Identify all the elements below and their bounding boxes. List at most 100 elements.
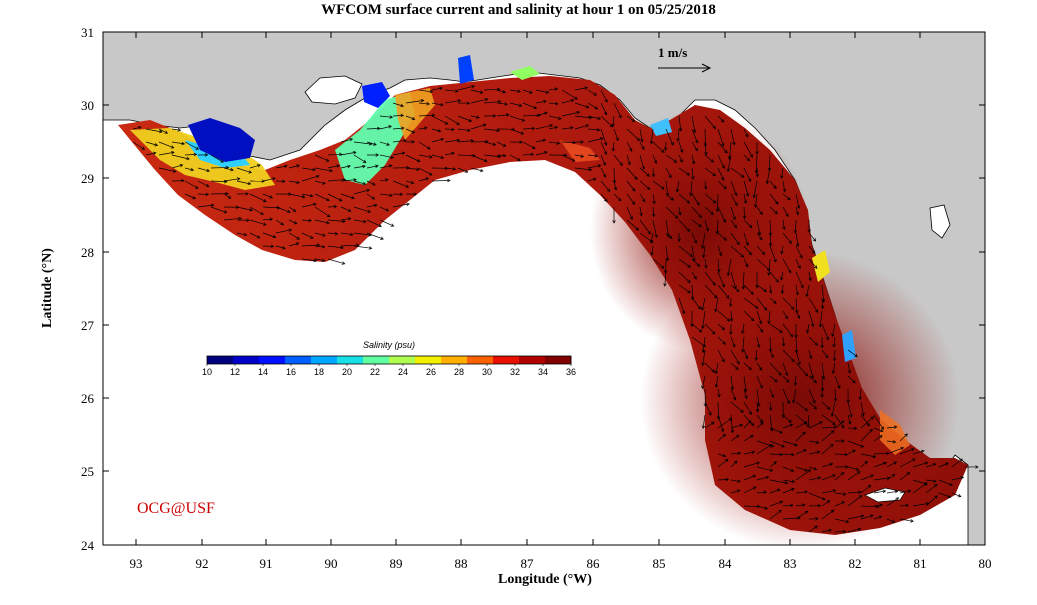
current-vector <box>743 297 759 309</box>
lake-borgne <box>362 82 390 108</box>
current-vector <box>496 153 507 158</box>
current-vector <box>756 466 774 472</box>
current-vector <box>496 113 510 117</box>
current-vector <box>730 388 737 401</box>
current-vector <box>236 167 253 174</box>
current-vector <box>249 193 267 203</box>
current-vector <box>873 427 884 433</box>
x-tick-label: 93 <box>130 556 143 571</box>
credit-label: OCG@USF <box>137 500 215 517</box>
current-vector <box>717 458 729 468</box>
current-vector <box>457 115 473 122</box>
current-vector <box>651 206 656 218</box>
current-vector <box>756 475 770 481</box>
current-vector <box>677 232 681 242</box>
current-vector <box>392 102 405 108</box>
current-vector <box>899 458 916 468</box>
current-vector <box>768 401 773 411</box>
current-vector <box>729 323 733 336</box>
current-vector <box>340 151 357 156</box>
current-vector <box>743 154 751 162</box>
current-vector <box>808 349 813 360</box>
current-vector <box>249 219 267 226</box>
current-vector <box>171 128 182 132</box>
current-vector <box>405 128 416 134</box>
current-vector <box>820 388 824 398</box>
current-vector <box>756 310 763 325</box>
current-vector <box>782 310 788 320</box>
current-vector <box>821 462 834 468</box>
current-vector <box>701 375 706 390</box>
current-vector <box>795 449 807 455</box>
current-vector <box>691 219 702 228</box>
current-vector <box>821 443 834 455</box>
current-vector <box>418 154 433 159</box>
current-vector <box>756 444 773 455</box>
current-vector <box>820 297 825 310</box>
current-vector <box>327 245 344 250</box>
current-vector <box>314 219 330 225</box>
colorbar-segment <box>519 356 546 364</box>
current-vector <box>509 140 523 144</box>
current-vector <box>210 191 229 196</box>
current-vector <box>768 219 773 237</box>
x-tick-label: 90 <box>325 556 338 571</box>
current-vector <box>158 167 177 173</box>
current-vector <box>600 141 608 156</box>
current-vector <box>730 362 739 370</box>
current-vector <box>366 219 382 227</box>
current-vector <box>821 528 832 533</box>
current-vector <box>639 141 645 150</box>
current-vector <box>392 202 410 208</box>
current-vector <box>158 151 175 156</box>
current-vector <box>912 482 928 494</box>
current-vector <box>509 102 523 107</box>
current-vector <box>808 492 826 501</box>
current-vector <box>886 518 896 523</box>
current-vector <box>743 284 754 295</box>
current-vector <box>444 167 457 171</box>
current-vector <box>925 495 938 507</box>
current-vector <box>743 450 756 455</box>
current-vector <box>769 245 777 263</box>
current-vector <box>171 154 190 161</box>
current-vector <box>795 401 809 412</box>
current-vector <box>780 245 784 255</box>
current-vector <box>821 362 826 380</box>
current-vector <box>652 141 665 153</box>
current-vector <box>223 167 234 172</box>
current-vector <box>301 167 316 172</box>
current-vector <box>860 416 875 429</box>
current-vector <box>197 180 210 188</box>
current-vector <box>925 484 938 494</box>
current-vector <box>951 458 963 468</box>
current-vector <box>792 388 797 404</box>
current-vector <box>301 202 317 208</box>
current-vector <box>704 362 715 373</box>
current-vector <box>701 336 706 354</box>
current-vector <box>665 167 672 179</box>
current-vector <box>873 461 887 468</box>
current-vector <box>574 140 585 144</box>
current-vector <box>743 362 752 371</box>
current-vector <box>807 219 811 233</box>
colorbar-title: Salinity (psu) <box>362 340 416 350</box>
current-vector <box>678 258 691 268</box>
current-vector <box>663 141 668 152</box>
current-vector <box>691 154 696 165</box>
mississippi-plume-outer <box>395 88 435 140</box>
current-vector <box>717 180 727 190</box>
current-vector <box>743 474 757 481</box>
current-vector <box>782 362 789 377</box>
current-vector <box>626 206 633 220</box>
lake-pontchartrain <box>304 75 363 105</box>
current-vector <box>678 141 684 153</box>
current-vector <box>847 466 860 471</box>
current-vector <box>678 271 691 284</box>
y-tick-label: 29 <box>81 171 94 186</box>
current-vector <box>379 115 394 119</box>
current-vector <box>639 193 646 203</box>
current-vector <box>847 349 858 358</box>
current-vector <box>275 164 288 169</box>
current-vector <box>769 388 775 399</box>
